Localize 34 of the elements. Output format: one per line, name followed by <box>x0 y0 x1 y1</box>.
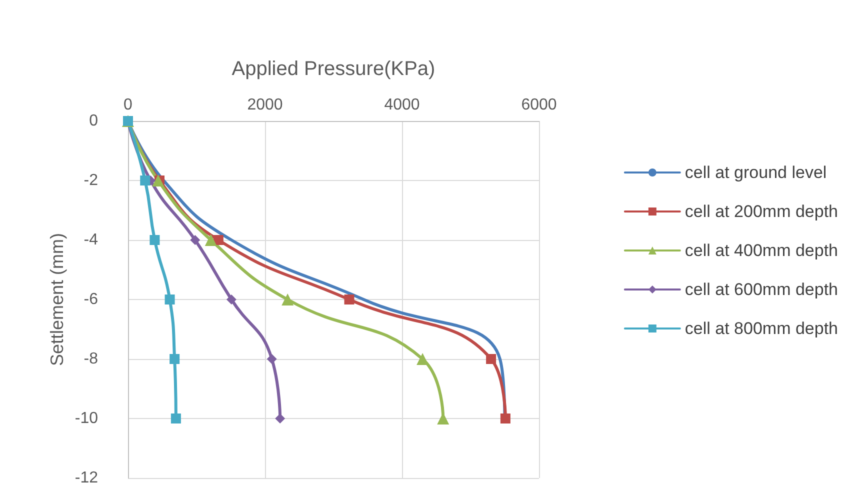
point <box>190 235 200 245</box>
point <box>213 235 224 245</box>
point <box>170 354 180 364</box>
point <box>164 294 175 304</box>
y-axis-title: Settlement (mm) <box>47 232 67 366</box>
point <box>282 294 294 306</box>
x-tick-label: 4000 <box>384 96 420 114</box>
point <box>500 414 510 424</box>
y-tick-label: -10 <box>74 410 98 427</box>
point <box>275 414 286 424</box>
y-tick-label: -4 <box>84 232 98 248</box>
legend-label: cell at ground level <box>684 163 827 182</box>
legend-label: cell at 200mm depth <box>684 202 838 221</box>
point <box>170 414 181 424</box>
point <box>486 354 496 364</box>
point <box>140 176 150 186</box>
y-tick-label: -12 <box>74 470 98 486</box>
point <box>266 354 277 364</box>
x-tick-label: 6000 <box>521 96 557 114</box>
point <box>204 234 217 246</box>
legend-label: cell at 800mm depth <box>684 319 838 338</box>
legend-label: cell at 400mm depth <box>684 241 838 260</box>
point <box>226 294 236 304</box>
x-axis-title: Applied Pressure(KPa) <box>232 58 436 80</box>
point <box>152 174 164 186</box>
point <box>150 235 160 245</box>
x-tick-label: 0 <box>124 96 133 114</box>
y-tick-label: -8 <box>84 350 98 368</box>
point <box>344 294 354 304</box>
y-tick-label: 0 <box>89 112 98 130</box>
x-tick-label: 2000 <box>247 96 283 114</box>
y-tick-label: -6 <box>84 291 98 308</box>
y-tick-label: -2 <box>84 172 98 189</box>
legend-label: cell at 600mm depth <box>684 280 838 299</box>
